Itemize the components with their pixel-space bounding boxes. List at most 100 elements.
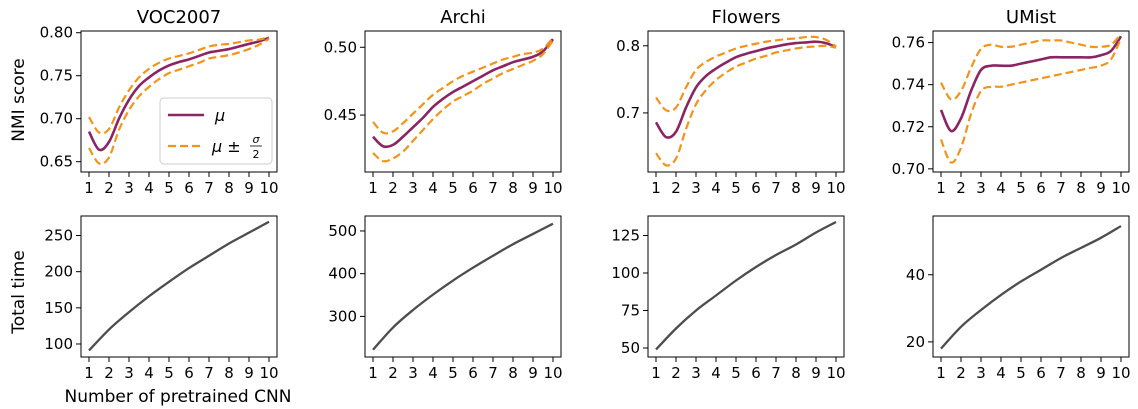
panel-3: 1 2 3 4 5 6 7 8 9 10 0.7 0.8 Flowers (616, 7, 845, 197)
y-tick-label: 300 (328, 307, 357, 325)
x-tick-label: 5 (164, 179, 174, 197)
axes-frame (932, 215, 1130, 358)
x-tick-label: 8 (1076, 179, 1086, 197)
panel-4: 1 2 3 4 5 6 7 8 9 10 0.70 0.72 0.74 0.76 UMist (892, 7, 1131, 197)
y-tick-label: 0.70 (40, 110, 73, 128)
legend: μ μ ± σ 2 (159, 97, 273, 165)
panel-6: 1 2 3 4 5 6 7 8 9 10 300 400 500 (328, 215, 563, 382)
x-tick-label: 7 (1056, 179, 1066, 197)
axes-frame (80, 30, 278, 173)
mean-line (372, 38, 555, 149)
x-tick-label: 10 (259, 364, 278, 382)
x-tick-label: 2 (671, 179, 681, 197)
x-tick-label: 5 (731, 179, 741, 197)
x-tick-label: 1 (651, 364, 661, 382)
y-tick-label: 125 (611, 227, 640, 245)
x-tick-label: 1 (936, 364, 946, 382)
x-tick-label: 4 (996, 364, 1006, 382)
x-tick-label: 2 (388, 364, 398, 382)
y-tick-label: 0.7 (616, 104, 640, 122)
x-tick-label: 8 (508, 179, 518, 197)
axes-frame (364, 30, 562, 173)
x-tick-label: 9 (811, 179, 821, 197)
lower-band-line (939, 37, 1122, 164)
row1-ylabel: NMI score (9, 58, 29, 141)
legend-band-frac-den: 2 (253, 148, 260, 161)
x-tick-label: 3 (124, 179, 134, 197)
x-tick-label: 4 (996, 179, 1006, 197)
y-tick-label: 0.70 (892, 160, 925, 178)
y-tick-label: 150 (44, 299, 73, 317)
x-tick-label: 10 (826, 364, 845, 382)
x-tick-label: 7 (488, 364, 498, 382)
x-tick-label: 9 (1096, 364, 1106, 382)
legend-mean-label: μ (214, 106, 225, 125)
x-tick-label: 3 (976, 179, 986, 197)
x-tick-label: 6 (184, 364, 194, 382)
y-tick-label: 250 (44, 227, 73, 245)
x-tick-label: 5 (1016, 364, 1026, 382)
x-tick-label: 2 (388, 179, 398, 197)
x-tick-label: 8 (791, 179, 801, 197)
x-tick-label: 8 (224, 364, 234, 382)
lower-band-line (372, 39, 554, 163)
x-tick-label: 5 (164, 364, 174, 382)
x-tick-label: 9 (528, 364, 538, 382)
x-tick-label: 10 (1111, 179, 1130, 197)
x-tick-label: 6 (751, 179, 761, 197)
upper-band-line (655, 35, 837, 113)
x-tick-label: 3 (976, 364, 986, 382)
axes-frame (364, 215, 562, 358)
y-tick-label: 0.80 (40, 24, 73, 42)
x-tick-label: 9 (811, 364, 821, 382)
total-time-line (372, 222, 554, 351)
total-time-line (940, 225, 1122, 350)
x-tick-label: 3 (408, 179, 418, 197)
shared-xlabel: Number of pretrained CNN (65, 387, 292, 407)
x-tick-label: 4 (428, 179, 438, 197)
x-tick-label: 9 (244, 179, 254, 197)
mean-line (654, 40, 837, 139)
x-tick-label: 6 (468, 364, 478, 382)
axes-frame (647, 30, 845, 173)
x-tick-label: 3 (691, 179, 701, 197)
x-tick-label: 6 (1036, 179, 1046, 197)
x-tick-label: 1 (651, 179, 661, 197)
x-tick-label: 6 (184, 179, 194, 197)
x-tick-label: 2 (956, 179, 966, 197)
x-tick-label: 2 (956, 364, 966, 382)
x-tick-label: 5 (731, 364, 741, 382)
row2-ylabel: Total time (9, 250, 29, 335)
x-tick-label: 1 (84, 179, 94, 197)
y-tick-label: 100 (611, 264, 640, 282)
y-tick-label: 20 (906, 333, 925, 351)
x-tick-label: 3 (124, 364, 134, 382)
upper-band-line (372, 37, 554, 135)
axes-frame (647, 215, 845, 358)
y-tick-label: 0.76 (892, 34, 925, 52)
panel-2: 1 2 3 4 5 6 7 8 9 10 0.45 0.50 Archi (324, 7, 563, 197)
panel-7: 1 2 3 4 5 6 7 8 9 10 50 75 100 125 (611, 215, 846, 382)
x-tick-label: 4 (144, 364, 154, 382)
x-tick-label: 8 (791, 364, 801, 382)
x-tick-label: 5 (448, 364, 458, 382)
y-tick-label: 0.75 (40, 67, 73, 85)
axes-frame (80, 215, 278, 358)
panel-title: UMist (1006, 7, 1056, 28)
x-tick-label: 9 (1096, 179, 1106, 197)
x-tick-label: 5 (1016, 179, 1026, 197)
lower-band-line (88, 37, 270, 166)
x-tick-label: 10 (543, 364, 562, 382)
x-tick-label: 7 (488, 179, 498, 197)
y-tick-label: 75 (621, 302, 640, 320)
panel-8: 1 2 3 4 5 6 7 8 9 10 20 40 (906, 215, 1131, 382)
panel-title: VOC2007 (137, 7, 222, 28)
x-tick-label: 7 (771, 364, 781, 382)
y-tick-label: 0.65 (40, 153, 73, 171)
legend-band-frac-num: σ (253, 133, 261, 146)
x-tick-label: 3 (691, 364, 701, 382)
total-time-line (88, 220, 270, 352)
upper-band-line (940, 33, 1122, 101)
x-tick-label: 7 (204, 179, 214, 197)
